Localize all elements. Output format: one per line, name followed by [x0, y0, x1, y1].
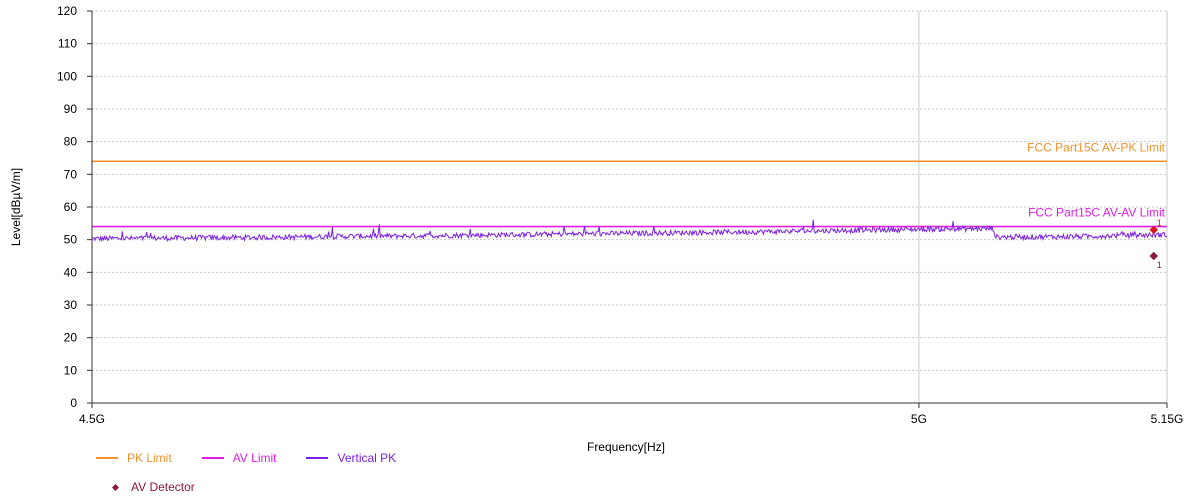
y-tick-label: 60: [64, 200, 78, 214]
y-tick-label: 100: [57, 69, 77, 83]
detector-markers: 11: [1149, 218, 1162, 270]
x-axis-title: Frequency[Hz]: [587, 440, 665, 454]
y-tick-label: 70: [64, 167, 78, 181]
y-tick-label: 0: [70, 396, 77, 410]
vertical-pk-trace: [91, 219, 1168, 243]
y-tick-label: 20: [64, 331, 78, 345]
x-tick-label: 5.15G: [1151, 412, 1184, 426]
limit-lines: FCC Part15C AV-PK Limit FCC Part15C AV-AV…: [92, 140, 1167, 228]
y-tick-label: 30: [64, 298, 78, 312]
y-tick-label: 40: [64, 265, 78, 279]
av-limit-swatch: [201, 457, 224, 459]
y-tick-label: 50: [64, 233, 78, 247]
limit-line-label: FCC Part15C AV-PK Limit: [1027, 140, 1165, 154]
vertical-pk-legend-label: Vertical PK: [337, 451, 397, 465]
x-tick-label: 5G: [911, 412, 927, 426]
legend-item-pk-limit: PK Limit: [96, 451, 172, 465]
y-axis-ticks: 0 10 20 30 40 50 60 70 80 90 100 110 120: [57, 4, 92, 410]
legend-item-vertical-pk: Vertical PK: [306, 451, 396, 465]
y-tick-label: 10: [64, 363, 78, 377]
y-tick-label: 120: [57, 4, 77, 18]
y-axis-title: Level[dBµV/m]: [9, 168, 23, 246]
data-series: [91, 219, 1168, 243]
legend-row-lines: PK Limit AV Limit Vertical PK: [96, 451, 396, 465]
pk-limit-swatch: [96, 457, 118, 459]
grid-lines: [92, 10, 1168, 403]
limit-line-label: FCC Part15C AV-AV Limit: [1028, 206, 1166, 220]
legend-row-markers: AV Detector: [109, 480, 195, 494]
x-axis-ticks: 4.5G 5G 5.15G: [79, 403, 1183, 426]
av-detector-legend-label: AV Detector: [131, 480, 195, 494]
y-tick-label: 110: [58, 37, 77, 51]
marker-label: 1: [1157, 218, 1162, 228]
y-tick-label: 90: [64, 102, 78, 116]
x-tick-label: 4.5G: [79, 412, 105, 426]
diamond-icon: [111, 483, 120, 491]
vertical-pk-swatch: [306, 457, 329, 459]
av-detector-marker: [1149, 251, 1159, 261]
legend-item-av-limit: AV Limit: [201, 451, 277, 465]
av-limit-legend-label: AV Limit: [232, 451, 277, 465]
pk-limit-legend-label: PK Limit: [127, 451, 172, 465]
y-tick-label: 80: [64, 135, 78, 149]
marker-label: 1: [1157, 260, 1162, 270]
